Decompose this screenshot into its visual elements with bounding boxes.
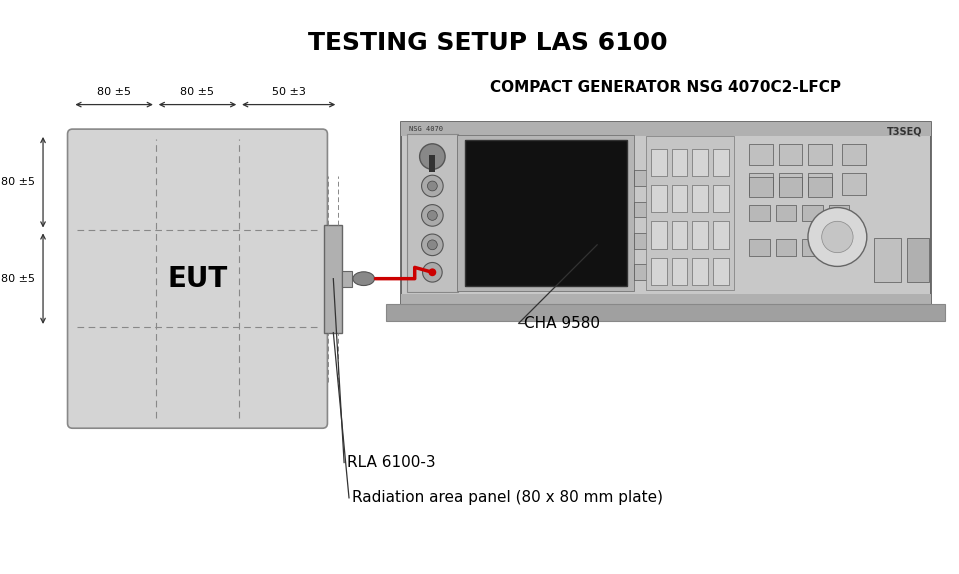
Circle shape — [808, 208, 867, 266]
Circle shape — [428, 211, 437, 220]
Bar — [671, 149, 688, 176]
Bar — [401, 294, 930, 304]
Text: RLA 6100-3: RLA 6100-3 — [347, 455, 435, 470]
Bar — [808, 177, 831, 197]
Bar — [829, 204, 849, 222]
Bar — [713, 149, 729, 176]
Circle shape — [422, 175, 443, 197]
Text: 50 ±3: 50 ±3 — [271, 87, 306, 97]
Bar — [842, 173, 866, 195]
Bar — [671, 185, 688, 212]
Bar — [907, 238, 928, 282]
Bar — [808, 173, 831, 195]
Bar — [749, 173, 773, 195]
Text: 80 ±5: 80 ±5 — [1, 274, 35, 284]
Bar — [749, 144, 773, 165]
Circle shape — [822, 222, 854, 253]
Bar — [692, 222, 708, 249]
Bar — [456, 135, 635, 291]
Bar — [802, 204, 823, 222]
Bar — [713, 185, 729, 212]
Bar — [651, 149, 667, 176]
Bar — [407, 134, 457, 292]
Bar — [465, 140, 626, 286]
Bar — [749, 204, 770, 222]
Bar — [749, 239, 770, 255]
Bar — [635, 201, 647, 218]
Bar — [671, 258, 688, 285]
Circle shape — [429, 269, 436, 276]
Bar — [713, 222, 729, 249]
Circle shape — [428, 181, 437, 191]
Bar — [776, 239, 796, 255]
Bar — [646, 136, 735, 290]
Bar — [713, 258, 729, 285]
Bar — [842, 144, 866, 165]
Bar — [776, 204, 796, 222]
Text: Radiation area panel (80 x 80 mm plate): Radiation area panel (80 x 80 mm plate) — [352, 490, 663, 505]
Bar — [692, 185, 708, 212]
Bar — [651, 258, 667, 285]
Circle shape — [422, 234, 443, 255]
Bar — [651, 185, 667, 212]
Bar — [779, 173, 802, 195]
Bar — [692, 149, 708, 176]
Bar — [671, 222, 688, 249]
Bar — [635, 233, 647, 249]
Bar — [401, 122, 930, 136]
Bar — [635, 265, 647, 280]
Bar — [324, 225, 342, 332]
FancyBboxPatch shape — [67, 129, 327, 428]
Bar — [808, 144, 831, 165]
Text: 80 ±5: 80 ±5 — [1, 177, 35, 187]
Text: NSG 4070: NSG 4070 — [409, 126, 443, 132]
Circle shape — [422, 204, 443, 226]
Circle shape — [428, 240, 437, 250]
Bar — [692, 258, 708, 285]
Bar — [342, 271, 352, 286]
Circle shape — [420, 144, 445, 169]
Ellipse shape — [353, 272, 375, 285]
Text: 80 ±5: 80 ±5 — [97, 87, 131, 97]
Bar — [386, 304, 946, 321]
Bar — [651, 222, 667, 249]
Bar — [779, 177, 802, 197]
Bar — [874, 238, 901, 282]
Text: COMPACT GENERATOR NSG 4070C2-LFCP: COMPACT GENERATOR NSG 4070C2-LFCP — [490, 80, 841, 95]
Bar — [779, 144, 802, 165]
Bar — [430, 154, 435, 172]
Text: EUT: EUT — [168, 265, 227, 293]
Text: 80 ±5: 80 ±5 — [180, 87, 215, 97]
Bar — [635, 170, 647, 186]
Bar — [401, 122, 930, 304]
Bar — [749, 177, 773, 197]
Bar — [802, 239, 823, 255]
Text: TESTING SETUP LAS 6100: TESTING SETUP LAS 6100 — [309, 31, 668, 55]
Text: CHA 9580: CHA 9580 — [524, 316, 599, 331]
Circle shape — [423, 262, 442, 282]
Text: T3SEQ: T3SEQ — [887, 126, 923, 136]
